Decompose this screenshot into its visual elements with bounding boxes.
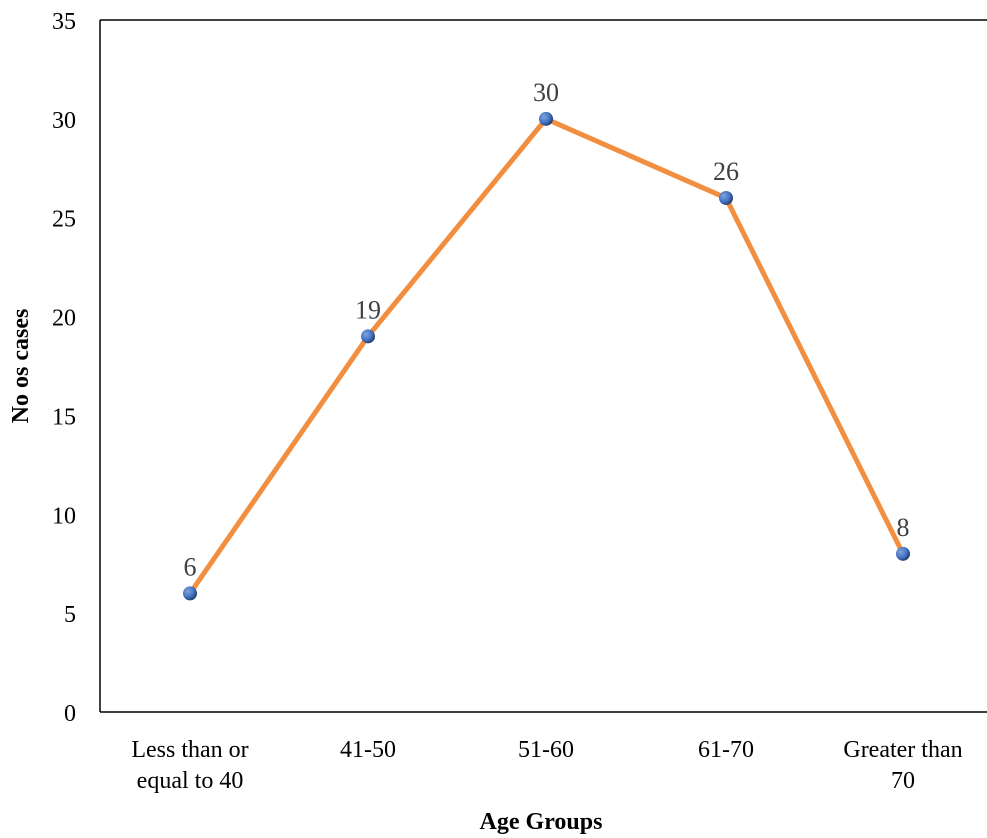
x-tick-label-line: 51-60 xyxy=(518,737,574,763)
data-point xyxy=(361,329,375,344)
data-point xyxy=(719,190,733,205)
data-label: 19 xyxy=(355,295,381,324)
data-label: 8 xyxy=(897,513,910,542)
x-axis-title: Age Groups xyxy=(480,809,603,835)
data-label: 30 xyxy=(533,78,559,107)
y-tick-labels: 0 5 10 15 20 25 30 35 xyxy=(52,9,76,727)
data-label: 6 xyxy=(184,552,197,581)
x-tick-label: 41-50 xyxy=(340,737,396,763)
y-tick-label: 15 xyxy=(52,404,76,430)
y-tick-label: 0 xyxy=(64,701,76,727)
data-point xyxy=(539,111,553,126)
y-tick-label: 30 xyxy=(52,108,76,134)
x-tick-label: Less than or equal to 40 xyxy=(131,737,248,794)
x-tick-label-line: 70 xyxy=(891,768,915,794)
axes xyxy=(99,19,987,713)
y-tick-label: 5 xyxy=(64,602,76,628)
data-point xyxy=(896,546,910,561)
y-axis-title: No os cases xyxy=(8,309,34,424)
y-tick-label: 10 xyxy=(52,503,76,529)
y-tick-label: 25 xyxy=(52,207,76,233)
x-tick-label-line: Greater than xyxy=(843,737,962,763)
data-point xyxy=(183,586,197,601)
series-line xyxy=(187,116,906,596)
x-tick-label: Greater than 70 xyxy=(843,737,962,794)
x-tick-label-line: 61-70 xyxy=(698,737,754,763)
x-tick-label-line: 41-50 xyxy=(340,737,396,763)
y-tick-label: 20 xyxy=(52,306,76,332)
x-tick-label-line: Less than or xyxy=(131,737,248,763)
x-tick-label: 61-70 xyxy=(698,737,754,763)
data-labels: 6 19 30 26 8 xyxy=(184,78,910,582)
x-tick-label: 51-60 xyxy=(518,737,574,763)
x-tick-labels: Less than or equal to 40 41-50 51-60 61-70 Gr… xyxy=(131,737,962,794)
x-tick-label-line: equal to 40 xyxy=(137,768,244,794)
data-markers xyxy=(183,111,910,601)
data-label: 26 xyxy=(713,157,739,186)
y-tick-label: 35 xyxy=(52,9,76,35)
